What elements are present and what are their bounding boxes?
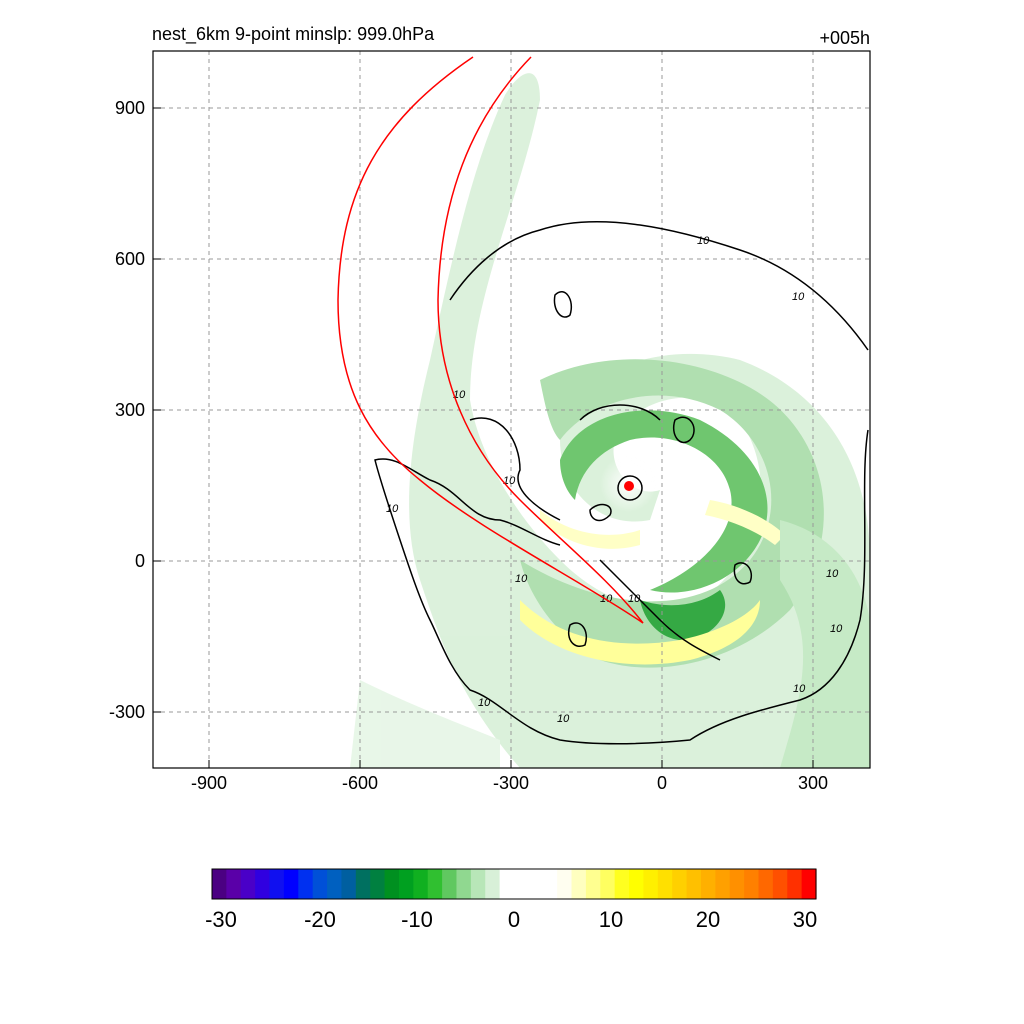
colorbar-cell bbox=[456, 869, 472, 899]
x-tick-label: 300 bbox=[798, 773, 828, 793]
colorbar-cell bbox=[442, 869, 458, 899]
colorbar-cell bbox=[514, 869, 529, 899]
colorbar-cell bbox=[715, 869, 731, 899]
colorbar-cell bbox=[643, 869, 659, 899]
chart-title-left: nest_6km 9-point minslp: 999.0hPa bbox=[152, 24, 435, 45]
colorbar-cell bbox=[327, 869, 343, 899]
colorbar-cell bbox=[600, 869, 616, 899]
colorbar-cell bbox=[542, 869, 558, 899]
contour-loop-3 bbox=[553, 291, 572, 318]
plot-area: 10 10 10 10 10 10 10 10 10 10 10 10 10 bbox=[153, 51, 870, 768]
y-tick-labels: -300 0 300 600 900 bbox=[109, 98, 145, 722]
contour-loop-2 bbox=[673, 416, 695, 444]
colorbar-cell bbox=[413, 869, 429, 899]
contour-label: 10 bbox=[503, 475, 516, 487]
colorbar-cell bbox=[341, 869, 357, 899]
colorbar-label: 10 bbox=[599, 907, 623, 932]
chart-title-right: +005h bbox=[819, 28, 870, 48]
y-tick-label: 0 bbox=[135, 551, 145, 571]
contour-label: 10 bbox=[628, 593, 641, 605]
colorbar-cell bbox=[269, 869, 285, 899]
x-axis bbox=[208, 760, 814, 768]
colorbar-cell bbox=[255, 869, 271, 899]
colorbar-cell bbox=[499, 869, 515, 899]
contour-loop-1 bbox=[589, 503, 612, 522]
storm-center-marker bbox=[624, 481, 634, 491]
contour-label: 10 bbox=[515, 573, 528, 585]
contour-label: 10 bbox=[830, 623, 843, 635]
colorbar-frame bbox=[211, 868, 817, 900]
colorbar: -30 -20 -10 0 10 20 30 bbox=[205, 868, 817, 932]
y-tick-label: 300 bbox=[115, 400, 145, 420]
contour-label: 10 bbox=[386, 503, 399, 515]
colorbar-cell bbox=[485, 869, 501, 899]
contour-label: 10 bbox=[826, 568, 839, 580]
contour-outer-ring bbox=[374, 221, 869, 745]
colorbar-cell bbox=[226, 869, 242, 899]
colorbar-cell bbox=[470, 869, 486, 899]
colorbar-label: 30 bbox=[793, 907, 817, 932]
colorbar-cell bbox=[240, 869, 256, 899]
contour-labels: 10 10 10 10 10 10 10 10 10 10 10 10 10 bbox=[386, 235, 843, 725]
colorbar-label: -10 bbox=[401, 907, 433, 932]
contour-loop-4 bbox=[568, 622, 587, 647]
colorbar-cell bbox=[672, 869, 688, 899]
contour-inner-spiral bbox=[469, 404, 721, 661]
x-tick-label: -900 bbox=[191, 773, 227, 793]
contour-label: 10 bbox=[478, 697, 491, 709]
colorbar-label: -20 bbox=[304, 907, 336, 932]
colorbar-cell bbox=[744, 869, 760, 899]
track-outer bbox=[337, 56, 644, 624]
shading-field bbox=[350, 73, 870, 768]
x-tick-label: 0 bbox=[657, 773, 667, 793]
colorbar-cell bbox=[283, 869, 299, 899]
colorbar-label: 0 bbox=[508, 907, 520, 932]
colorbar-label: 20 bbox=[696, 907, 720, 932]
y-tick-label: -300 bbox=[109, 702, 145, 722]
contour-label: 10 bbox=[697, 235, 710, 247]
y-axis bbox=[153, 107, 161, 713]
contour-lines bbox=[374, 221, 869, 745]
colorbar-cell bbox=[528, 869, 544, 899]
contour-eye-small bbox=[617, 475, 643, 501]
colorbar-cell bbox=[700, 869, 716, 899]
colorbar-cell bbox=[355, 869, 371, 899]
colorbar-cell bbox=[729, 869, 745, 899]
track-inner bbox=[437, 56, 644, 624]
track-lines bbox=[337, 56, 644, 624]
colorbar-cell bbox=[629, 869, 645, 899]
x-tick-labels: -900 -600 -300 0 300 bbox=[191, 773, 828, 793]
colorbar-cell bbox=[312, 869, 328, 899]
colorbar-cell bbox=[427, 869, 443, 899]
colorbar-cell bbox=[787, 869, 803, 899]
contour-label: 10 bbox=[793, 683, 806, 695]
colorbar-label: -30 bbox=[205, 907, 237, 932]
contour-label: 10 bbox=[792, 291, 805, 303]
colorbar-cell bbox=[614, 869, 630, 899]
colorbar-cell bbox=[585, 869, 601, 899]
colorbar-cell bbox=[657, 869, 673, 899]
colorbar-cell bbox=[212, 869, 227, 899]
colorbar-cell bbox=[801, 869, 817, 899]
colorbar-cell bbox=[398, 869, 414, 899]
colorbar-cell bbox=[772, 869, 788, 899]
contour-label: 10 bbox=[453, 389, 466, 401]
y-tick-label: 600 bbox=[115, 249, 145, 269]
contour-loop-5 bbox=[733, 562, 752, 585]
contour-label: 10 bbox=[557, 713, 570, 725]
colorbar-cell bbox=[370, 869, 386, 899]
colorbar-cell bbox=[686, 869, 702, 899]
colorbar-cell bbox=[384, 869, 400, 899]
colorbar-cell bbox=[758, 869, 774, 899]
x-tick-label: -600 bbox=[342, 773, 378, 793]
x-tick-label: -300 bbox=[493, 773, 529, 793]
colorbar-cell bbox=[298, 869, 314, 899]
colorbar-cell bbox=[557, 869, 573, 899]
colorbar-cell bbox=[571, 869, 587, 899]
colorbar-cells bbox=[212, 869, 817, 899]
y-tick-label: 900 bbox=[115, 98, 145, 118]
colorbar-tick-labels: -30 -20 -10 0 10 20 30 bbox=[205, 907, 817, 932]
